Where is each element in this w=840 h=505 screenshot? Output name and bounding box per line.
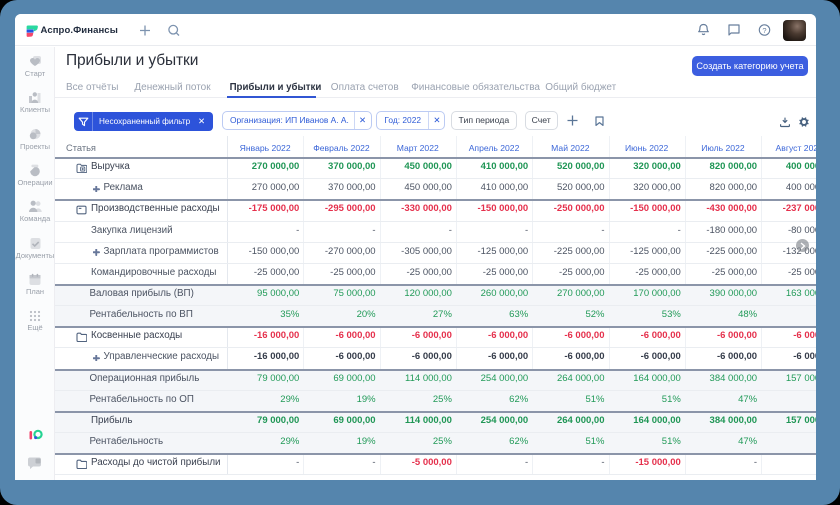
svg-text:?: ? [762, 26, 766, 35]
